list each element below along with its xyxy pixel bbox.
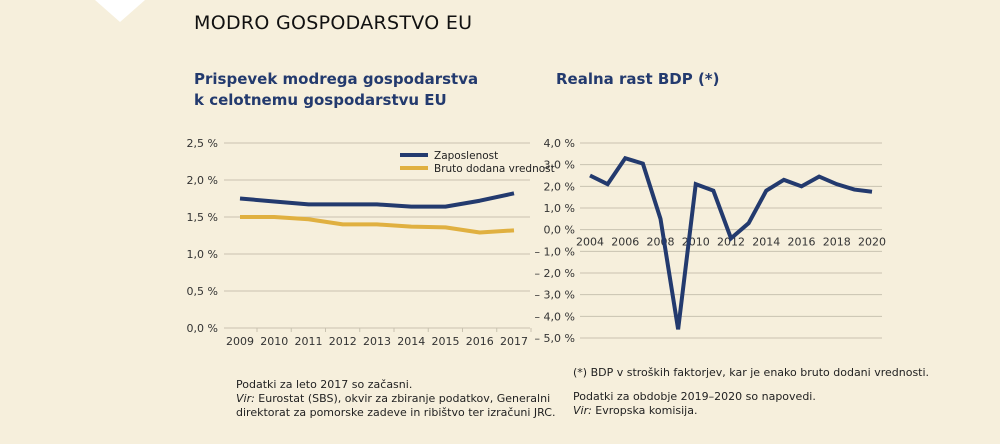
y-tick-label: 4,0 % bbox=[544, 137, 575, 150]
note-forecast: Podatki za obdobje 2019–2020 so napovedi… bbox=[573, 390, 816, 403]
y-tick-label: – 5,0 % bbox=[535, 332, 575, 345]
y-tick-label: 2,5 % bbox=[187, 137, 218, 150]
y-tick-label: 1,0 % bbox=[544, 202, 575, 215]
left-chart-title-line1: Prispevek modrega gospodarstva bbox=[194, 70, 479, 88]
x-tick-label: 2016 bbox=[466, 335, 494, 348]
source-label: Vir: bbox=[236, 392, 255, 405]
source-label: Vir: bbox=[573, 404, 592, 417]
left-notes: Podatki za leto 2017 so začasni. Vir: Eu… bbox=[236, 378, 555, 420]
y-tick-label: – 2,0 % bbox=[535, 267, 575, 280]
right-notes: (*) BDP v stroških faktorjev, kar je ena… bbox=[573, 366, 929, 418]
corner-triangle bbox=[95, 0, 145, 22]
y-tick-label: 3,0 % bbox=[544, 159, 575, 172]
left-chart-title-line2: k celotnemu gospodarstvu EU bbox=[194, 91, 447, 109]
gdp-growth-line bbox=[589, 155, 873, 330]
series-line-0 bbox=[239, 191, 515, 209]
note-source-left-cont: direktorat za pomorske zadeve in ribištv… bbox=[236, 406, 556, 419]
note-gdp-factor: (*) BDP v stroških faktorjev, kar je ena… bbox=[573, 366, 930, 379]
x-tick-label: 2009 bbox=[226, 335, 254, 348]
x-tick-label: 2014 bbox=[752, 236, 780, 249]
y-tick-label: 1,0 % bbox=[187, 248, 218, 261]
x-tick-label: 2014 bbox=[397, 335, 425, 348]
source-text: Evropska komisija. bbox=[591, 404, 698, 417]
page-title: MODRO GOSPODARSTVO EU bbox=[194, 12, 473, 34]
y-tick-label: 0,0 % bbox=[187, 322, 218, 335]
x-tick-label: 2010 bbox=[260, 335, 288, 348]
x-tick-label: 2008 bbox=[647, 236, 675, 249]
x-tick-label: 2015 bbox=[432, 335, 460, 348]
y-tick-label: 2,0 % bbox=[544, 180, 575, 193]
legend-label-1: Bruto dodana vrednost bbox=[434, 163, 555, 175]
x-tick-label: 2016 bbox=[788, 236, 816, 249]
note-provisional: Podatki za leto 2017 so začasni. bbox=[236, 378, 413, 391]
note-source-left: Vir: Eurostat (SBS), okvir za zbiranje p… bbox=[236, 392, 555, 406]
y-tick-label: – 3,0 % bbox=[535, 289, 575, 302]
series-line-1 bbox=[240, 215, 515, 235]
legend-label-0: Zaposlenost bbox=[434, 150, 498, 162]
x-tick-label: 2012 bbox=[717, 236, 745, 249]
x-tick-label: 2006 bbox=[611, 236, 639, 249]
x-tick-label: 2018 bbox=[823, 236, 851, 249]
x-tick-label: 2004 bbox=[576, 236, 604, 249]
y-tick-label: 0,5 % bbox=[187, 285, 218, 298]
x-tick-label: 2012 bbox=[329, 335, 357, 348]
x-tick-label: 2017 bbox=[500, 335, 528, 348]
y-tick-label: 1,5 % bbox=[187, 211, 218, 224]
y-tick-label: – 1,0 % bbox=[535, 245, 575, 258]
left-chart-title: Prispevek modrega gospodarstva k celotne… bbox=[194, 69, 478, 111]
x-tick-label: 2011 bbox=[295, 335, 323, 348]
x-tick-label: 2013 bbox=[363, 335, 391, 348]
x-tick-label: 2020 bbox=[858, 236, 886, 249]
y-tick-label: 2,0 % bbox=[187, 174, 218, 187]
x-tick-label: 2010 bbox=[682, 236, 710, 249]
y-tick-label: 0,0 % bbox=[544, 224, 575, 237]
y-tick-label: – 4,0 % bbox=[535, 310, 575, 323]
source-text: Eurostat (SBS), okvir za zbiranje podatk… bbox=[254, 392, 551, 405]
right-chart-title: Realna rast BDP (*) bbox=[556, 70, 720, 88]
note-source-right: Vir: Evropska komisija. bbox=[573, 404, 929, 418]
